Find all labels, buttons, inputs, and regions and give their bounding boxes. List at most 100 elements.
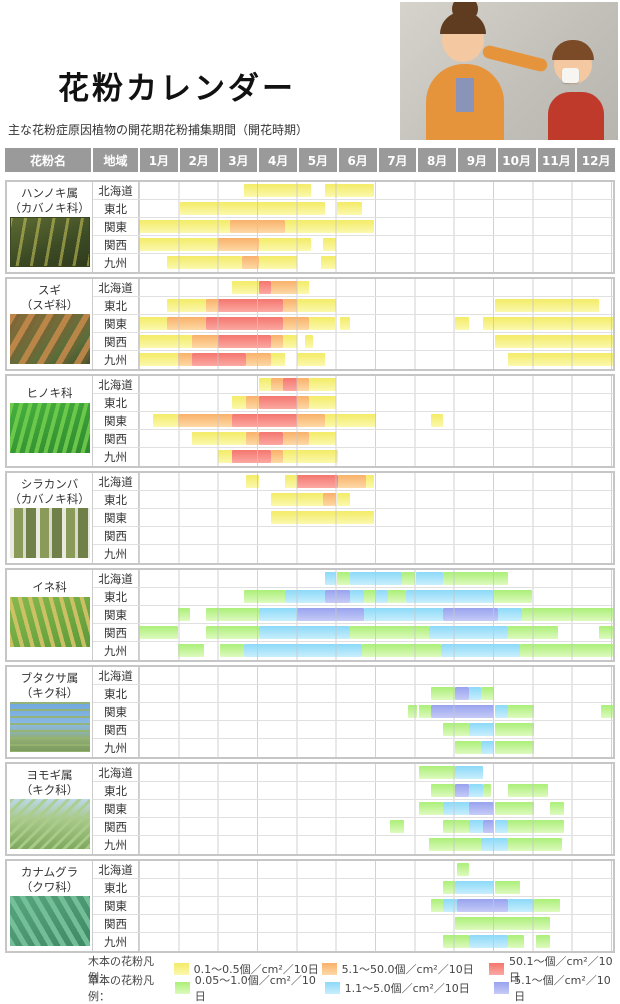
month-track (139, 836, 613, 854)
table-row: 関東 (93, 412, 613, 430)
region-rows: 北海道 東北 関東 関西 九州 (93, 667, 613, 757)
table-row: 関東 (93, 509, 613, 527)
region-label: 関西 (93, 430, 139, 447)
pollen-bar (494, 723, 534, 736)
table-row: 関東 (93, 606, 613, 624)
month-track (139, 315, 613, 332)
pollen-bar (443, 723, 469, 736)
region-label: 東北 (93, 200, 139, 217)
month-gridlines (139, 279, 613, 296)
pollen-bar (454, 741, 481, 754)
pollen-bar (549, 802, 564, 815)
plant-section-birch: シラカンバ （カバノキ科） 北海道 東北 関東 関西 九州 (5, 471, 615, 565)
month-track (139, 818, 613, 835)
table-row: 関西 (93, 236, 613, 254)
pollen-bar (336, 493, 351, 506)
region-label: 九州 (93, 739, 139, 757)
plant-name: シラカンバ （カバノキ科） (9, 477, 90, 506)
pollen-bar (443, 572, 509, 585)
table-row: 北海道 (93, 473, 613, 491)
pollen-bar (362, 644, 442, 657)
pollen-bar (231, 396, 246, 409)
pollen-bar (468, 687, 481, 700)
month-track (139, 570, 613, 587)
month-track (139, 933, 613, 951)
table-row: 関東 (93, 800, 613, 818)
pollen-bar (166, 256, 242, 269)
pollen-bar (376, 590, 388, 603)
month-track (139, 782, 613, 799)
pollen-bar (192, 335, 218, 348)
table-row: 九州 (93, 254, 613, 272)
pollen-bar (206, 317, 284, 330)
plant-section-alder: ハンノキ属 （カバノキ科） 北海道 東北 関東 関西 九州 (5, 180, 615, 274)
pollen-bar (601, 705, 613, 718)
pollen-bar (419, 802, 444, 815)
region-label: 東北 (93, 782, 139, 799)
region-label: 関西 (93, 333, 139, 350)
legend-text: 5.1～個／cm²／10日 (514, 973, 611, 1003)
grass-legend-row: 草本の花粉凡例： 0.05～1.0個／cm²／10日 1.1～5.0個／cm²／1… (88, 974, 620, 1003)
pollen-bar (139, 317, 167, 330)
table-row: 関西 (93, 624, 613, 642)
region-label: 東北 (93, 588, 139, 605)
pollen-bar (219, 644, 244, 657)
pollen-bar (441, 644, 521, 657)
header-month-2: 2月 (180, 148, 220, 172)
plant-cell: ブタクサ属 （キク科） (7, 667, 93, 757)
pollen-bar (480, 838, 509, 851)
region-label: 九州 (93, 448, 139, 466)
region-rows: 北海道 東北 関東 関西 九州 (93, 570, 613, 660)
pollen-bar (431, 414, 444, 427)
table-row: 北海道 (93, 376, 613, 394)
pollen-bar (522, 608, 613, 621)
pollen-bar (271, 378, 284, 391)
pollen-bar (231, 450, 272, 463)
month-gridlines (139, 721, 613, 738)
pollen-bar (443, 935, 469, 948)
pollen-bar (324, 184, 375, 197)
month-track (139, 218, 613, 235)
month-track (139, 667, 613, 684)
month-gridlines (139, 473, 613, 490)
plant-section-ragweed: ブタクサ属 （キク科） 北海道 東北 関東 関西 九州 (5, 665, 615, 759)
plant-cell: カナムグラ （クワ科） (7, 861, 93, 951)
month-gridlines (139, 376, 613, 393)
mother-collar (456, 78, 474, 112)
month-gridlines (139, 527, 613, 544)
region-rows: 北海道 東北 関東 関西 九州 (93, 182, 613, 272)
region-label: 関西 (93, 915, 139, 932)
pollen-bar (494, 335, 613, 348)
month-track (139, 297, 613, 314)
pollen-bar (336, 202, 363, 215)
pollen-bar (454, 766, 483, 779)
month-gridlines (139, 879, 613, 896)
mother-arm (481, 44, 549, 73)
month-track (139, 491, 613, 508)
pollen-bar (454, 917, 550, 930)
tree-legend-label: 木本の花粉凡例： (88, 954, 154, 984)
pollen-bar (271, 493, 323, 506)
pollen-bar (259, 256, 297, 269)
region-label: 関東 (93, 412, 139, 429)
plant-name: ヒノキ科 (26, 386, 73, 400)
table-row: 関東 (93, 315, 613, 333)
pollen-bar (231, 281, 260, 294)
pollen-bar (338, 475, 367, 488)
month-gridlines (139, 703, 613, 720)
month-gridlines (139, 739, 613, 757)
region-label: 関東 (93, 703, 139, 720)
pollen-bar (431, 687, 455, 700)
legend-item-t3: 50.1～個／cm²／10日 (488, 953, 620, 985)
plant-name: ハンノキ属 （カバノキ科） (9, 186, 90, 215)
pollen-bar (308, 378, 337, 391)
pollen-bar (178, 644, 205, 657)
pollen-bar (178, 353, 193, 366)
month-gridlines (139, 800, 613, 817)
legend-item-t1: 0.1～0.5個／cm²／10日 (173, 953, 322, 985)
pollen-bar (139, 335, 193, 348)
table-row: 北海道 (93, 667, 613, 685)
month-track (139, 915, 613, 932)
page-subtitle: 主な花粉症原因植物の開花期花粉捕集期間（開花時期） (8, 123, 309, 137)
month-track (139, 254, 613, 272)
